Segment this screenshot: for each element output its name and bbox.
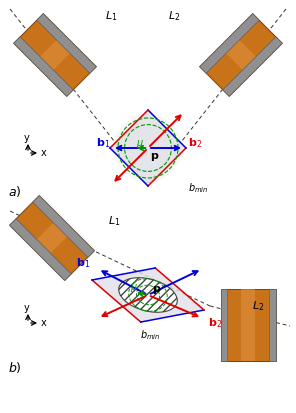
Text: $b)$: $b)$ xyxy=(8,359,22,374)
Text: $a)$: $a)$ xyxy=(8,183,22,199)
Polygon shape xyxy=(14,38,73,97)
Circle shape xyxy=(114,115,182,183)
Ellipse shape xyxy=(119,278,177,313)
Text: $L_2$: $L_2$ xyxy=(252,298,264,312)
Text: $L_2$: $L_2$ xyxy=(168,9,180,23)
Text: y: y xyxy=(24,302,30,312)
Text: $\mathbf{b}_1$: $\mathbf{b}_1$ xyxy=(96,136,110,150)
Polygon shape xyxy=(200,14,259,74)
Text: $\mathbf{p}$: $\mathbf{p}$ xyxy=(150,151,160,163)
Polygon shape xyxy=(269,289,276,361)
Polygon shape xyxy=(92,268,204,322)
Text: $\mathbf{p}$: $\mathbf{p}$ xyxy=(152,283,161,295)
Polygon shape xyxy=(9,219,71,281)
Polygon shape xyxy=(14,14,96,97)
Text: $b_{min}$: $b_{min}$ xyxy=(188,180,209,195)
Text: $\mathbf{b}_2$: $\mathbf{b}_2$ xyxy=(208,315,222,329)
Polygon shape xyxy=(200,14,282,97)
Polygon shape xyxy=(241,289,255,361)
Text: $\mathbf{b}_2$: $\mathbf{b}_2$ xyxy=(188,136,202,150)
Text: x: x xyxy=(41,147,47,158)
Text: $\mu$: $\mu$ xyxy=(130,281,138,293)
Polygon shape xyxy=(221,289,227,361)
Text: $\mathbf{b}_1$: $\mathbf{b}_1$ xyxy=(76,255,90,269)
Polygon shape xyxy=(9,196,94,281)
Polygon shape xyxy=(33,34,76,77)
Polygon shape xyxy=(220,34,263,77)
Text: $b_{min}$: $b_{min}$ xyxy=(140,327,160,341)
Polygon shape xyxy=(221,289,276,361)
Text: x: x xyxy=(41,317,47,327)
Text: $L_1$: $L_1$ xyxy=(108,214,120,227)
Polygon shape xyxy=(30,217,74,260)
Polygon shape xyxy=(33,196,94,258)
Polygon shape xyxy=(110,111,186,187)
Text: y: y xyxy=(24,133,30,142)
Polygon shape xyxy=(223,38,282,97)
Polygon shape xyxy=(37,14,96,74)
Text: $\mu$: $\mu$ xyxy=(136,138,144,150)
Text: $L_1$: $L_1$ xyxy=(105,9,118,23)
